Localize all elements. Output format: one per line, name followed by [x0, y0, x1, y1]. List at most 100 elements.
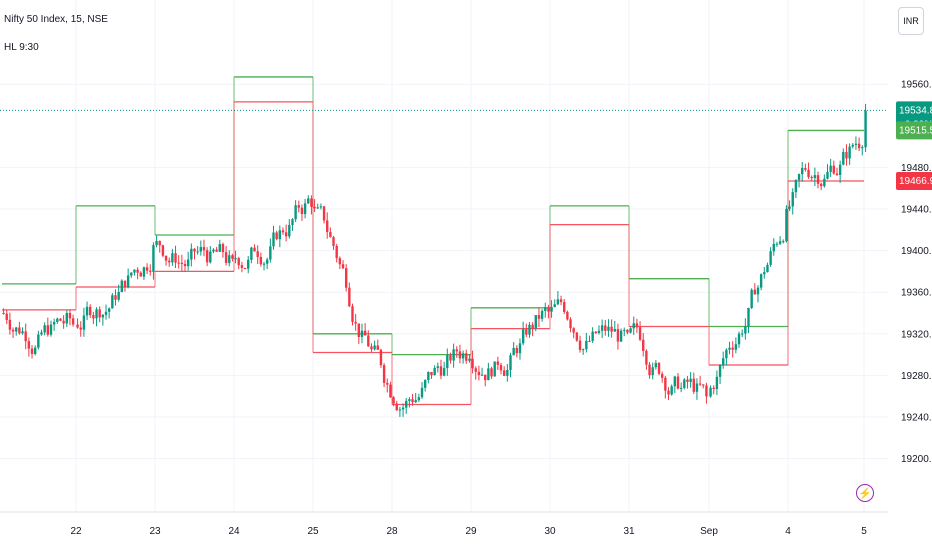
candle-body [40, 332, 43, 335]
candle-body [439, 366, 443, 376]
candle-body [857, 143, 861, 149]
candle-body [813, 175, 817, 179]
candle-body [310, 198, 313, 207]
candle-body [480, 374, 484, 376]
time-axis[interactable]: 22 23 24 25 28 29 30 31 Sep 4 5 [0, 511, 888, 537]
candle-body [136, 269, 139, 273]
x-tick-label: Sep [700, 526, 718, 537]
candle-body [645, 350, 648, 365]
candle-body [455, 349, 458, 352]
candle-body [155, 241, 158, 246]
candle-body [673, 376, 677, 387]
candle-body [452, 349, 455, 361]
candle-body [243, 267, 247, 269]
candle-body [411, 399, 414, 403]
x-tick-label: 28 [386, 526, 398, 537]
candle-body [823, 178, 826, 187]
candle-body [629, 328, 632, 333]
candle-body [313, 206, 316, 209]
candle-body [689, 378, 692, 382]
candle-body [826, 171, 829, 179]
candle-body [8, 319, 12, 330]
candle-body [281, 230, 285, 233]
candle-body [5, 313, 8, 320]
candle-body [71, 318, 75, 325]
candle-body [722, 358, 725, 366]
candle-body [518, 343, 522, 354]
candle-body [705, 385, 708, 397]
candle-body [436, 366, 440, 368]
candle-body [82, 315, 86, 330]
candle-body [123, 280, 127, 288]
candle-body [540, 310, 544, 319]
candle-body [382, 365, 386, 383]
candle-body [550, 307, 553, 312]
candle-body [528, 324, 531, 335]
candle-body [775, 243, 779, 245]
candle-body [338, 258, 342, 265]
candle-body [95, 309, 98, 319]
candle-body [373, 345, 376, 350]
candle-body [247, 259, 250, 269]
candle-body [667, 390, 670, 395]
candle-body [797, 174, 801, 181]
indicator-label[interactable]: HL 9:30 [4, 42, 39, 53]
candle-body [525, 329, 528, 335]
candle-body [427, 371, 430, 381]
candle-body [212, 249, 215, 252]
candle-body [556, 299, 560, 305]
candle-body [585, 340, 588, 350]
candle-body [85, 306, 89, 316]
x-tick-label: 30 [544, 526, 556, 537]
candle-body [692, 378, 695, 392]
candle-body [534, 315, 537, 329]
candle-body [256, 251, 259, 257]
candle-body [420, 387, 424, 398]
candle-body [626, 329, 629, 333]
candle-body [275, 232, 278, 240]
candle-body [33, 347, 37, 354]
candle-body [291, 219, 294, 225]
candle-body [794, 180, 798, 193]
candle-body [861, 147, 864, 149]
candle-body [832, 165, 836, 174]
candle-body [600, 325, 604, 331]
candle-body [654, 363, 658, 368]
price-axis[interactable]: 19560.00 19480.00 19440.00 19400.00 19360.00… [901, 80, 932, 465]
candle-body [24, 331, 27, 342]
candle-body [401, 407, 405, 410]
hl-high-badge-bg [896, 121, 932, 140]
x-tick-label: 23 [149, 526, 161, 537]
candle-body [120, 280, 124, 292]
x-tick-label: 4 [785, 526, 791, 537]
candle-body [133, 269, 136, 273]
candle-body [269, 246, 272, 260]
candle-body [193, 248, 196, 252]
candle-body [569, 319, 572, 329]
y-tick-label: 19560.00 [901, 80, 932, 91]
chart-title: Nifty 50 Index, 15, NSE [4, 14, 108, 25]
candle-body [205, 250, 209, 263]
candle-body [740, 333, 744, 335]
candle-body [288, 224, 291, 237]
lightning-icon[interactable]: ⚡ [856, 484, 874, 502]
candle-body [499, 364, 503, 371]
x-tick-label: 22 [70, 526, 82, 537]
candle-body [65, 313, 68, 324]
candle-body [594, 331, 598, 333]
candle-body [487, 368, 490, 381]
candle-body [234, 258, 237, 260]
candle-body [737, 333, 741, 345]
candle-body [785, 208, 788, 242]
hl-high-badge-text: 19515.55 [899, 125, 932, 136]
candle-body [854, 143, 858, 145]
candle-body [294, 205, 297, 220]
candle-body [756, 287, 760, 295]
candle-body [300, 207, 304, 215]
candle-body [164, 255, 168, 261]
currency-button[interactable]: INR [898, 7, 924, 35]
x-tick-label: 24 [228, 526, 240, 537]
y-tick-label: 19480.00 [901, 163, 932, 174]
candle-body [581, 349, 585, 351]
